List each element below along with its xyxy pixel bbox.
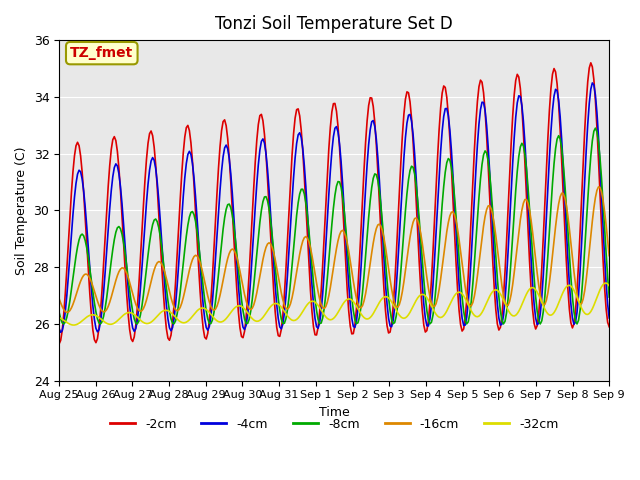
Text: TZ_fmet: TZ_fmet [70,46,133,60]
-2cm [237,334,245,339]
-4cm [221,145,228,151]
-4cm [124,285,132,290]
-4cm [576,268,584,274]
Line: -16cm: -16cm [59,187,609,312]
Line: -4cm: -4cm [59,83,609,332]
-4cm [55,326,63,332]
-32cm [298,311,305,317]
Y-axis label: Soil Temperature (C): Soil Temperature (C) [15,146,28,275]
-8cm [536,321,544,327]
-16cm [595,184,602,190]
-32cm [576,302,584,308]
-2cm [587,60,595,66]
-2cm [605,324,613,330]
Line: -32cm: -32cm [59,283,609,325]
-16cm [221,269,228,275]
-16cm [605,253,613,259]
-16cm [239,284,247,290]
-4cm [589,80,596,86]
-8cm [296,191,303,197]
-8cm [605,294,613,300]
-32cm [605,283,613,288]
-32cm [221,317,228,323]
-8cm [55,310,63,315]
-8cm [591,125,599,131]
-32cm [248,316,256,322]
Line: -8cm: -8cm [59,128,609,324]
-2cm [220,119,227,124]
-2cm [296,113,303,119]
-32cm [124,310,132,315]
-4cm [605,315,613,321]
-16cm [576,301,584,307]
-4cm [239,324,247,330]
-8cm [247,309,255,314]
-4cm [298,134,305,140]
-8cm [576,307,584,313]
-16cm [55,296,63,301]
-16cm [248,305,256,311]
-32cm [239,305,247,311]
-32cm [69,322,77,328]
Line: -2cm: -2cm [59,63,609,344]
Title: Tonzi Soil Temperature Set D: Tonzi Soil Temperature Set D [215,15,453,33]
-8cm [220,227,227,232]
X-axis label: Time: Time [319,406,349,419]
-4cm [57,329,65,335]
-16cm [124,275,132,280]
-4cm [248,253,256,259]
-8cm [237,297,245,302]
-2cm [575,261,582,266]
-8cm [123,262,131,267]
-16cm [298,244,305,250]
-2cm [123,290,131,296]
-16cm [63,310,70,315]
-2cm [55,341,63,347]
-32cm [55,315,63,321]
-2cm [247,243,255,249]
Legend: -2cm, -4cm, -8cm, -16cm, -32cm: -2cm, -4cm, -8cm, -16cm, -32cm [105,413,563,436]
-32cm [602,280,610,286]
